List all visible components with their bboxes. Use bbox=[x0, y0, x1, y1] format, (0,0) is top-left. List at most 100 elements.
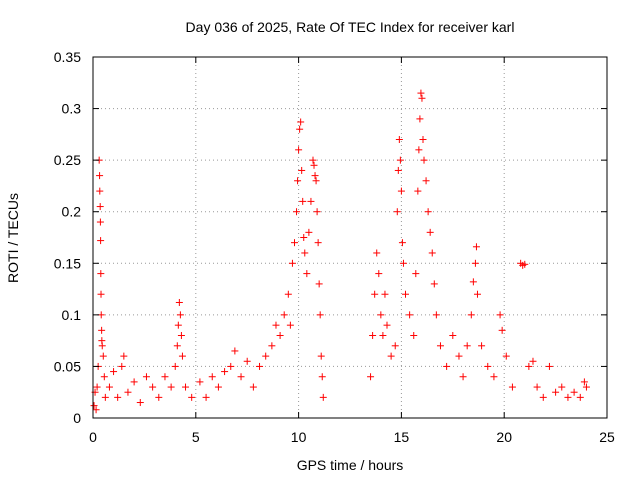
y-tick-label: 0.1 bbox=[62, 307, 82, 323]
data-point bbox=[295, 146, 303, 154]
data-point bbox=[399, 259, 407, 267]
data-point bbox=[430, 280, 438, 288]
data-point bbox=[558, 383, 566, 391]
plot-border bbox=[92, 56, 608, 419]
data-point bbox=[290, 239, 298, 247]
data-point bbox=[256, 362, 264, 370]
data-point bbox=[171, 362, 179, 370]
chart-title: Day 036 of 2025, Rate Of TEC Index for r… bbox=[186, 19, 515, 35]
data-point bbox=[552, 388, 560, 396]
data-point bbox=[136, 399, 144, 407]
data-point bbox=[294, 177, 302, 185]
data-point bbox=[498, 326, 506, 334]
y-tick-label: 0.2 bbox=[62, 204, 82, 220]
data-point bbox=[93, 383, 101, 391]
data-point bbox=[130, 378, 138, 386]
data-point bbox=[469, 278, 477, 286]
data-point bbox=[463, 342, 471, 350]
data-point bbox=[426, 228, 434, 236]
x-axis-label: GPS time / hours bbox=[297, 457, 404, 473]
data-point bbox=[100, 373, 108, 381]
data-point bbox=[315, 280, 323, 288]
data-point bbox=[177, 331, 185, 339]
data-point bbox=[473, 290, 481, 298]
data-point bbox=[97, 290, 105, 298]
data-point bbox=[221, 368, 229, 376]
data-point bbox=[467, 311, 475, 319]
data-point bbox=[155, 393, 163, 401]
data-point bbox=[455, 352, 463, 360]
data-point bbox=[415, 146, 423, 154]
data-point bbox=[98, 342, 106, 350]
data-point bbox=[443, 362, 451, 370]
data-point bbox=[387, 352, 395, 360]
y-tick-label: 0 bbox=[73, 410, 81, 426]
data-point bbox=[545, 362, 553, 370]
x-tick-label: 5 bbox=[192, 429, 200, 445]
data-point bbox=[262, 352, 270, 360]
data-point bbox=[428, 249, 436, 257]
data-point bbox=[377, 311, 385, 319]
data-point bbox=[118, 362, 126, 370]
data-point bbox=[314, 239, 322, 247]
x-tick-label: 15 bbox=[394, 429, 410, 445]
x-tick-label: 25 bbox=[599, 429, 615, 445]
data-point bbox=[309, 156, 317, 164]
data-point bbox=[539, 393, 547, 401]
data-point bbox=[110, 368, 118, 376]
data-point bbox=[293, 208, 301, 216]
data-point bbox=[286, 321, 294, 329]
data-point bbox=[412, 270, 420, 278]
data-point bbox=[173, 342, 181, 350]
data-point bbox=[96, 172, 104, 180]
grid bbox=[93, 57, 607, 418]
data-point bbox=[227, 362, 235, 370]
data-point bbox=[472, 243, 480, 251]
data-point bbox=[496, 311, 504, 319]
x-tick-label: 20 bbox=[496, 429, 512, 445]
data-point bbox=[502, 352, 510, 360]
data-point bbox=[373, 249, 381, 257]
data-point bbox=[521, 260, 529, 268]
data-point bbox=[231, 347, 239, 355]
y-tick-label: 0.15 bbox=[54, 255, 81, 271]
data-point bbox=[436, 342, 444, 350]
data-point bbox=[379, 331, 387, 339]
data-point bbox=[296, 125, 304, 133]
data-point bbox=[243, 357, 251, 365]
data-point bbox=[98, 326, 106, 334]
data-point bbox=[202, 393, 210, 401]
data-points bbox=[90, 89, 590, 414]
data-point bbox=[280, 311, 288, 319]
data-point bbox=[471, 259, 479, 267]
data-point bbox=[90, 402, 98, 410]
data-point bbox=[478, 342, 486, 350]
data-point bbox=[301, 249, 309, 257]
y-tick-label: 0.3 bbox=[62, 101, 82, 117]
data-point bbox=[402, 290, 410, 298]
data-point bbox=[96, 203, 104, 211]
data-point bbox=[316, 311, 324, 319]
data-point bbox=[310, 161, 318, 169]
data-point bbox=[418, 94, 426, 102]
data-point bbox=[414, 187, 422, 195]
data-point bbox=[208, 373, 216, 381]
data-point bbox=[417, 89, 425, 97]
data-point bbox=[303, 270, 311, 278]
data-point bbox=[188, 393, 196, 401]
data-point bbox=[432, 311, 440, 319]
data-point bbox=[196, 378, 204, 386]
data-point bbox=[178, 352, 186, 360]
data-point bbox=[416, 115, 424, 123]
data-point bbox=[410, 331, 418, 339]
data-point bbox=[167, 383, 175, 391]
data-point bbox=[394, 166, 402, 174]
data-point bbox=[319, 393, 327, 401]
data-point bbox=[406, 311, 414, 319]
data-point bbox=[176, 311, 184, 319]
data-point bbox=[142, 373, 150, 381]
data-point bbox=[490, 373, 498, 381]
data-point bbox=[459, 373, 467, 381]
data-point bbox=[449, 331, 457, 339]
data-point bbox=[582, 383, 590, 391]
